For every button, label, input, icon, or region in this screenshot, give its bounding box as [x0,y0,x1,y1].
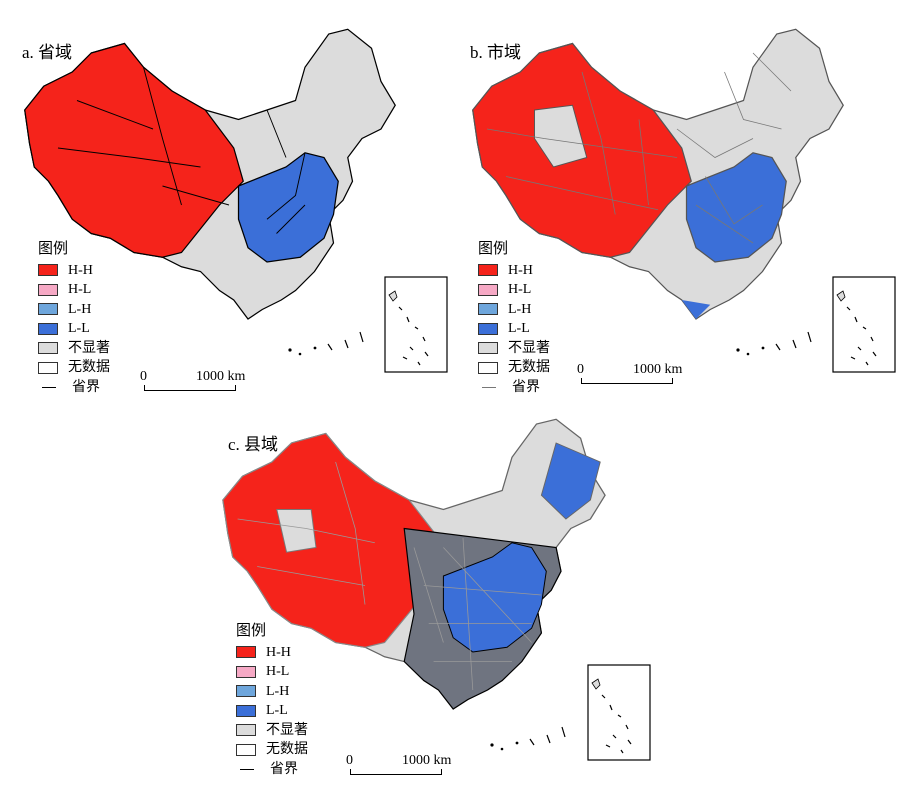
legend-item-ll: L-L [478,319,550,339]
swatch-ll [38,322,58,335]
boundary-line-icon [42,386,56,388]
legend-item-ll: L-L [38,319,110,339]
legend-c: 图例 H-H H-L L-H L-L 不显著 无数据 省界 [236,622,308,779]
swatch-lh [38,303,58,316]
legend-item-ns: 不显著 [236,721,308,741]
legend-item-hh: H-H [478,261,550,281]
legend-item-nd: 无数据 [478,358,550,378]
panel-a-title: a. 省域 [22,43,73,62]
scale-bar-a: 0 1000 km [140,369,245,399]
legend-item-lh: L-H [38,300,110,320]
scale-zero: 0 [140,369,147,384]
scale-value: 1000 km [196,369,246,384]
map-b [472,28,844,320]
legend-a: 图例 H-H H-L L-H L-L 不显著 无数据 省界 [38,240,110,397]
south-china-sea-islands-b [735,331,812,356]
legend-b: 图例 H-H H-L L-H L-L 不显著 无数据 省界 [478,240,550,397]
legend-item-lh: L-H [478,300,550,320]
legend-item-ns: 不显著 [478,339,550,359]
inset-map-c [587,664,651,761]
panel-b-title: b. 市域 [470,43,521,62]
inset-map-a [384,276,448,373]
map-c [222,418,606,710]
legend-item-boundary: 省界 [478,378,550,398]
legend-item-hh: H-H [38,261,110,281]
scale-bar-b: 0 1000 km [577,362,687,392]
legend-item-boundary: 省界 [38,378,110,398]
legend-item-boundary: 省界 [236,760,308,780]
legend-item-ns: 不显著 [38,339,110,359]
swatch-hh [38,264,58,277]
south-china-sea-islands-a [287,331,364,356]
swatch-ns [38,342,58,355]
scale-bar-c: 0 1000 km [346,753,461,783]
panel-c-title: c. 县域 [228,435,279,454]
legend-item-nd: 无数据 [236,740,308,760]
legend-item-hl: H-L [478,280,550,300]
legend-item-hh: H-H [236,643,308,663]
inset-map-b [832,276,896,373]
legend-item-hl: H-L [236,662,308,682]
south-china-sea-islands-c [489,726,566,751]
legend-item-ll: L-L [236,701,308,721]
map-a [24,28,396,320]
legend-item-lh: L-H [236,682,308,702]
legend-title: 图例 [38,241,69,257]
swatch-hl [38,283,58,296]
legend-item-nd: 无数据 [38,358,110,378]
legend-item-hl: H-L [38,280,110,300]
swatch-nd [38,361,58,374]
